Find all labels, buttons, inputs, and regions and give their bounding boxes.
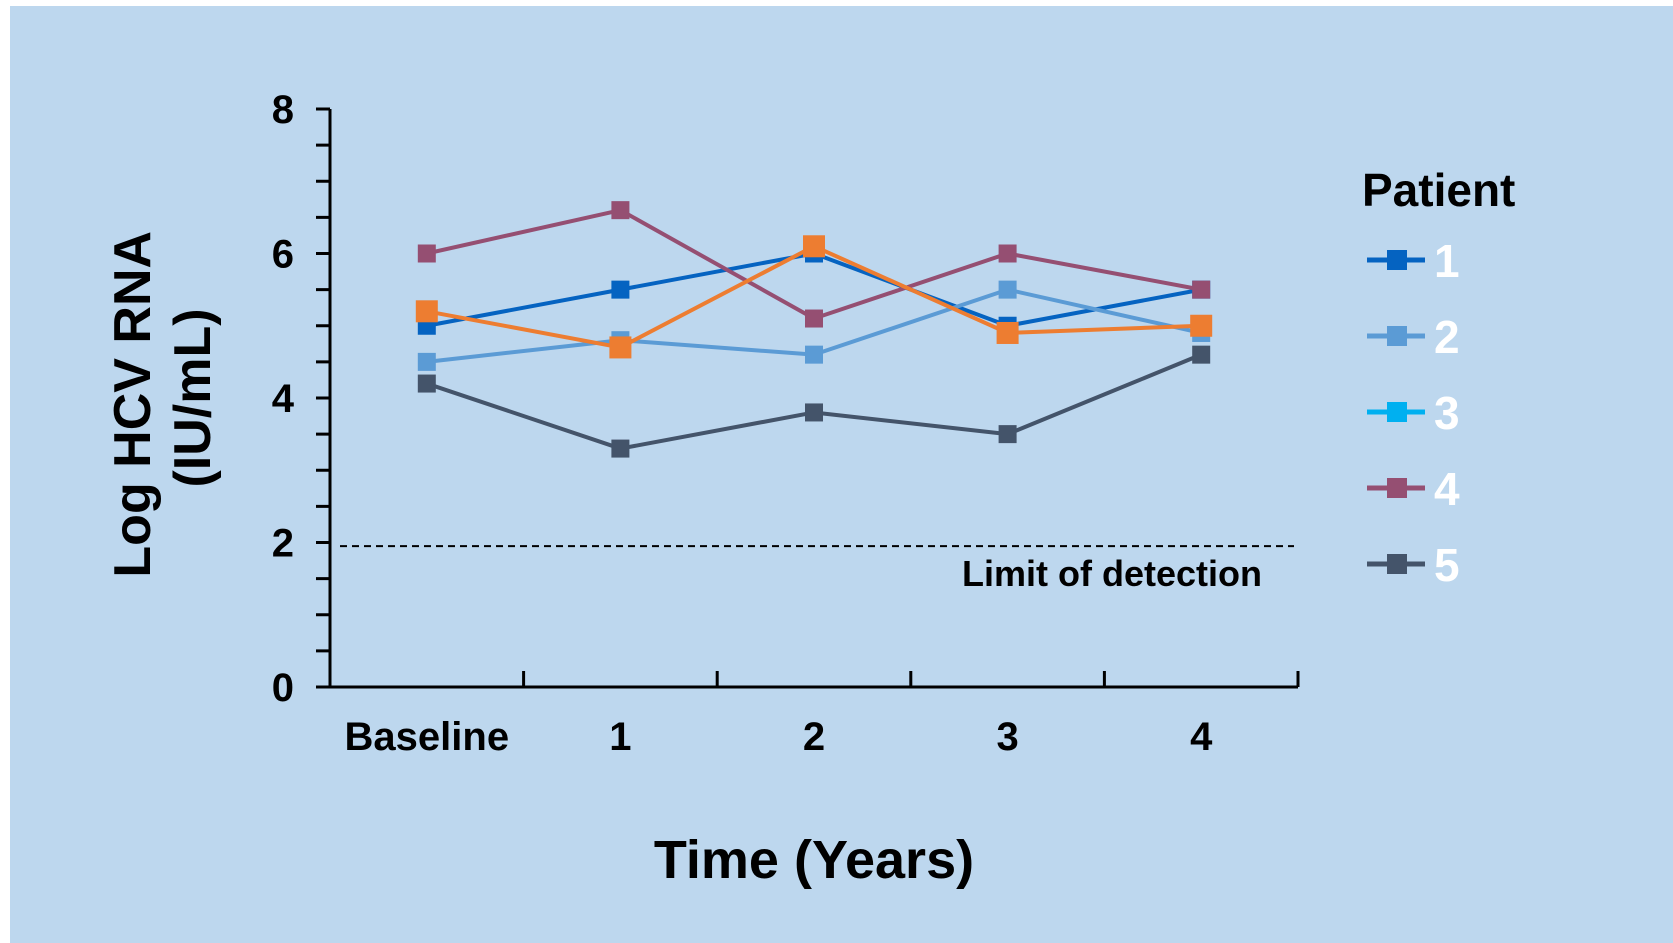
data-point [609, 336, 632, 359]
legend-item-1: 1 [1367, 235, 1460, 287]
limit-of-detection-group: Limit of detection [340, 545, 1294, 594]
data-point [1190, 314, 1213, 337]
data-point [996, 321, 1019, 344]
legend-label: 4 [1434, 463, 1460, 515]
axis-titles: Time (Years) Log HCV RNA (IU/mL) [104, 218, 974, 890]
data-point [1192, 345, 1211, 364]
x-tick-label: 1 [609, 715, 631, 759]
legend-item-4: 4 [1367, 463, 1460, 515]
data-point [611, 201, 630, 220]
x-tick-label: Baseline [345, 715, 510, 759]
data-point [611, 280, 630, 299]
legend-label: 2 [1434, 311, 1460, 363]
legend-marker [1387, 402, 1407, 422]
data-point [417, 352, 436, 371]
legend-marker [1387, 250, 1407, 270]
y-tick-label: 4 [272, 377, 295, 421]
series-group [415, 201, 1213, 458]
limit-of-detection-label: Limit of detection [962, 553, 1262, 594]
legend-label: 1 [1434, 235, 1460, 287]
legend-item-2: 2 [1367, 311, 1460, 363]
data-point [611, 439, 630, 458]
x-tick-label: 4 [1190, 715, 1213, 759]
data-point [805, 309, 823, 328]
y-axis-title-line-1: Log HCV RNA [104, 231, 162, 577]
data-point [998, 280, 1017, 299]
y-tick-label: 8 [272, 88, 294, 132]
chart-panel: 0 2 4 6 8 Baseline 1 2 3 4 Limit of detection Pat… [10, 6, 1673, 943]
data-point [998, 425, 1017, 444]
legend-marker [1387, 478, 1407, 498]
legend-marker [1387, 326, 1407, 346]
legend: Patient 1 2 3 4 5 [1362, 164, 1515, 591]
axes: 0 2 4 6 8 Baseline 1 2 3 4 [272, 88, 1300, 759]
x-tick-label: 2 [803, 715, 825, 759]
series-line-5 [426, 352, 1202, 451]
legend-item-5: 5 [1367, 539, 1460, 591]
data-point [998, 244, 1017, 263]
data-point [417, 244, 436, 263]
legend-label: 5 [1434, 539, 1460, 591]
legend-marker [1387, 554, 1407, 574]
y-tick-label: 2 [272, 522, 294, 566]
y-tick-label: 0 [272, 666, 294, 710]
legend-item-3: 3 [1367, 387, 1460, 439]
data-point [803, 235, 825, 258]
legend-label: 3 [1434, 387, 1460, 439]
data-point [417, 374, 436, 393]
data-point [1192, 280, 1211, 299]
data-point [805, 403, 823, 422]
x-axis-title: Time (Years) [654, 830, 974, 890]
line-chart: 0 2 4 6 8 Baseline 1 2 3 4 Limit of detection Pat… [104, 88, 1515, 890]
data-point [415, 300, 438, 323]
x-tick-label: 3 [996, 715, 1018, 759]
legend-title: Patient [1362, 164, 1515, 216]
y-tick-label: 6 [272, 233, 294, 277]
y-axis-title: Log HCV RNA (IU/mL) [104, 218, 222, 577]
data-point [805, 345, 823, 364]
y-axis-title-line-2: (IU/mL) [164, 308, 222, 487]
